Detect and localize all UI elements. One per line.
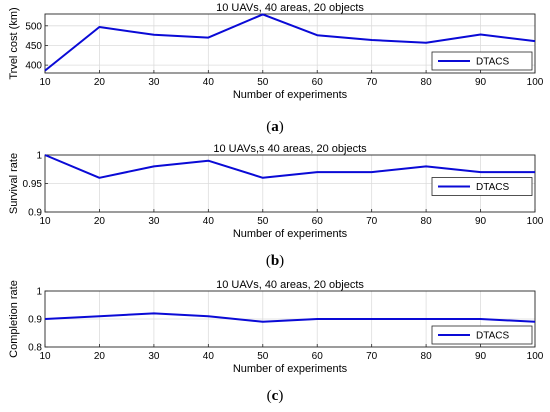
- y-tick-label: 500: [25, 21, 42, 32]
- panel-label: (a): [266, 119, 284, 135]
- x-tick-label: 90: [475, 77, 487, 88]
- x-tick-label: 80: [421, 77, 433, 88]
- chart-panel-c: 10 20 30 40 50 60 70 80 90 100 0.8 0.9 1 10 UAVs, 40 …: [8, 279, 544, 404]
- x-tick-label: 70: [366, 351, 378, 362]
- x-tick-label: 30: [148, 351, 160, 362]
- chart-panel-b: 10 20 30 40 50 60 70 80 90 100 0.9 0.95 1 10 UAVs,s 4…: [8, 143, 544, 269]
- y-axis-label: Survival rate: [8, 153, 20, 214]
- x-tick-label: 50: [257, 77, 269, 88]
- series-line-dtacs: [44, 154, 535, 179]
- x-tick-label: 60: [312, 77, 324, 88]
- x-tick-label: 20: [94, 77, 106, 88]
- x-tick-label: 10: [39, 351, 51, 362]
- chart-title: 10 UAVs, 40 areas, 20 objects: [216, 279, 364, 291]
- legend-label: DTACS: [476, 182, 509, 193]
- legend: DTACS: [431, 51, 533, 71]
- x-tick-label: 90: [475, 351, 487, 362]
- x-tick-label: 40: [203, 351, 215, 362]
- x-tick-label: 40: [203, 216, 215, 227]
- legend-box: [431, 51, 533, 71]
- plot-area-frame: [44, 13, 536, 74]
- legend-label: DTACS: [476, 57, 509, 68]
- y-axis-label: Trvel cost (km): [8, 7, 20, 79]
- y-tick-label: 450: [25, 41, 42, 52]
- x-tick-label: 80: [421, 351, 433, 362]
- x-tick-label: 90: [475, 216, 487, 227]
- x-tick-label: 100: [527, 77, 544, 88]
- x-axis-label: Number of experiments: [233, 89, 348, 101]
- y-tick-label: 1: [36, 151, 42, 162]
- x-tick-label: 80: [421, 216, 433, 227]
- y-tick-label: 0.9: [28, 208, 42, 219]
- x-tick-label: 10: [39, 216, 51, 227]
- x-tick-label: 20: [94, 351, 106, 362]
- y-tick-label: 0.8: [28, 343, 42, 354]
- x-tick-label: 100: [527, 216, 544, 227]
- panel-label: (b): [266, 253, 284, 269]
- y-tick-label: 1: [36, 287, 42, 298]
- legend-box: [431, 177, 533, 196]
- x-tick-label: 70: [366, 216, 378, 227]
- x-tick-label: 50: [257, 216, 269, 227]
- chart-title: 10 UAVs,s 40 areas, 20 objects: [213, 143, 367, 155]
- x-tick-label: 50: [257, 351, 269, 362]
- legend: DTACS: [431, 177, 533, 196]
- x-tick-label: 30: [148, 216, 160, 227]
- y-tick-label: 0.9: [28, 315, 42, 326]
- chart-title: 10 UAVs, 40 areas, 20 objects: [216, 2, 364, 14]
- x-tick-label: 60: [312, 216, 324, 227]
- x-axis-label: Number of experiments: [233, 363, 348, 375]
- y-axis-label: Completion rate: [8, 280, 20, 358]
- x-tick-label: 70: [366, 77, 378, 88]
- legend-label: DTACS: [476, 331, 509, 342]
- x-tick-label: 20: [94, 216, 106, 227]
- x-tick-label: 40: [203, 77, 215, 88]
- x-axis-label: Number of experiments: [233, 228, 348, 240]
- x-tick-label: 30: [148, 77, 160, 88]
- legend-box: [431, 325, 533, 345]
- series-line-dtacs: [44, 312, 536, 323]
- x-tick-label: 60: [312, 351, 324, 362]
- legend: DTACS: [431, 325, 533, 345]
- x-tick-label: 100: [527, 351, 544, 362]
- x-tick-label: 10: [39, 77, 51, 88]
- panel-label: (c): [267, 388, 284, 404]
- series-line-dtacs: [44, 13, 536, 72]
- chart-panel-a: 10 20 30 40 50 60 70 80 90 100 400 450 500 10 UAVs, 4…: [8, 2, 544, 135]
- y-tick-label: 0.95: [23, 179, 43, 190]
- y-tick-label: 400: [25, 61, 42, 72]
